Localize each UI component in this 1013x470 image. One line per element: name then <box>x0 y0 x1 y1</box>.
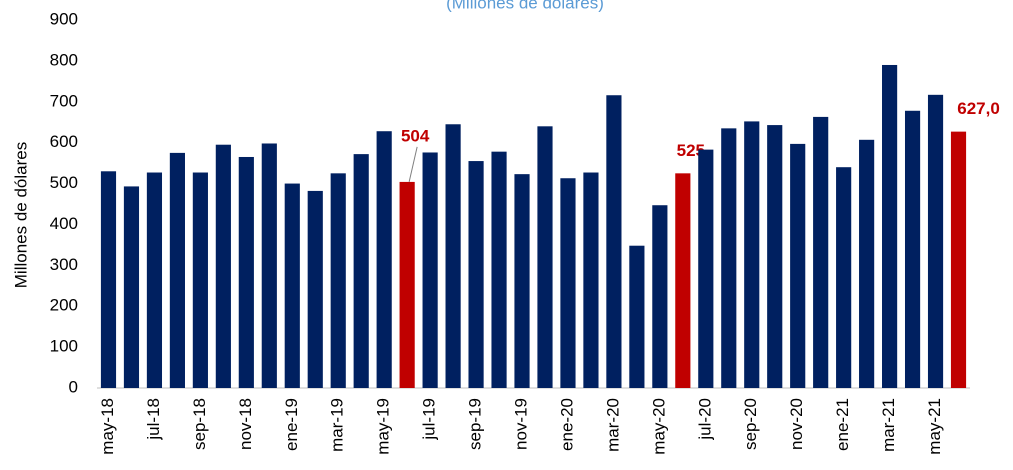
y-tick-label: 800 <box>50 50 78 69</box>
x-tick-label: jul-19 <box>420 398 439 441</box>
x-tick-label: sep-19 <box>466 398 485 450</box>
x-tick-label: ene-21 <box>833 398 852 451</box>
bar <box>445 124 461 389</box>
x-tick-label: may-18 <box>98 398 117 455</box>
bar <box>583 172 599 388</box>
bar <box>491 151 507 388</box>
x-tick-label: may-19 <box>374 398 393 455</box>
x-tick-label: mar-21 <box>879 398 898 452</box>
x-tick-label: jul-20 <box>695 398 714 441</box>
bar <box>514 174 530 388</box>
bar <box>698 149 714 388</box>
bar <box>261 143 277 388</box>
leader-line <box>408 146 418 183</box>
x-tick-label: may-20 <box>649 398 668 455</box>
x-tick-label: ene-19 <box>282 398 301 451</box>
chart-title: (Millones de dólares) <box>446 0 604 12</box>
y-tick-label: 700 <box>50 91 78 110</box>
bar <box>353 154 369 388</box>
bar <box>606 95 622 388</box>
bar <box>927 94 944 389</box>
bar <box>560 178 576 388</box>
bar <box>629 245 645 388</box>
data-label: 627,0 <box>957 99 1000 118</box>
y-tick-label: 0 <box>69 377 78 396</box>
bar <box>376 131 392 388</box>
x-tick-label: mar-19 <box>328 398 347 452</box>
x-tick-label: may-21 <box>925 398 944 455</box>
x-tick-label: nov-20 <box>787 398 806 450</box>
bar <box>836 167 852 388</box>
bar <box>950 131 967 389</box>
x-tick-label: nov-19 <box>511 398 530 450</box>
bar <box>790 143 806 388</box>
x-tick-label: sep-20 <box>741 398 760 450</box>
data-label: 504 <box>401 126 430 145</box>
bar <box>307 190 323 388</box>
x-tick-label: ene-20 <box>557 398 576 451</box>
bar <box>767 125 783 388</box>
bar <box>169 152 185 388</box>
y-tick-label: 500 <box>50 173 78 192</box>
bar <box>859 139 875 388</box>
bar <box>215 144 231 388</box>
bar <box>123 186 140 388</box>
bar <box>192 172 208 388</box>
bar <box>238 156 254 388</box>
bar <box>744 121 760 388</box>
bar <box>146 172 163 388</box>
bar <box>399 181 415 388</box>
x-tick-label: mar-20 <box>603 398 622 452</box>
bar <box>330 173 346 388</box>
bar <box>652 205 668 388</box>
y-tick-label: 600 <box>50 132 78 151</box>
y-tick-label: 100 <box>50 337 78 356</box>
bar <box>904 110 921 389</box>
x-tick-label: sep-18 <box>190 398 209 450</box>
data-label: 525 <box>677 141 705 160</box>
bar <box>100 171 117 388</box>
bar <box>882 64 898 388</box>
bar <box>284 183 300 388</box>
bar <box>537 126 553 389</box>
bar <box>675 173 691 388</box>
y-tick-label: 900 <box>50 9 78 28</box>
x-tick-label: nov-18 <box>236 398 255 450</box>
bar <box>721 128 737 388</box>
bar <box>468 161 484 388</box>
y-tick-label: 200 <box>50 296 78 315</box>
y-axis-label: Millones de dólares <box>11 142 30 288</box>
y-tick-label: 400 <box>50 214 78 233</box>
bar <box>813 116 829 388</box>
x-tick-label: jul-18 <box>144 398 163 441</box>
bar <box>422 152 438 388</box>
y-tick-label: 300 <box>50 255 78 274</box>
